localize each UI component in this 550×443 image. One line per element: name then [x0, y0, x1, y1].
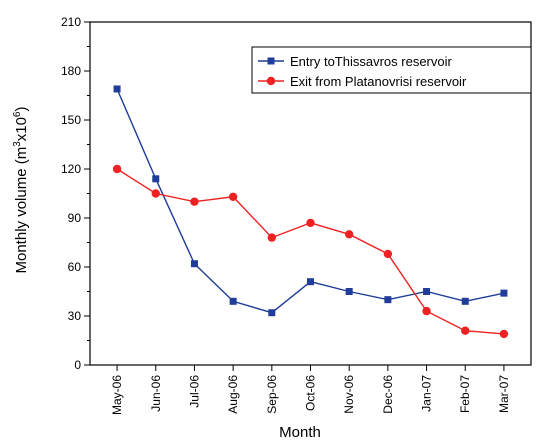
series-1-point	[461, 297, 469, 305]
y-tick-label: 180	[61, 64, 81, 78]
series-2-point	[190, 197, 199, 206]
x-tick-label: Jun-06	[149, 375, 163, 412]
y-axis-title-mid: x10	[13, 117, 30, 141]
series-2-point	[267, 233, 277, 242]
legend-marker-2	[266, 76, 276, 86]
series-1-point	[345, 288, 353, 295]
y-tick-label: 60	[68, 260, 82, 274]
series-line-2	[116, 168, 504, 335]
series-2-point	[151, 189, 160, 198]
series-2-point	[383, 249, 393, 259]
series-group	[112, 85, 509, 339]
x-tick-label: Feb-07	[458, 375, 472, 413]
legend-box	[251, 46, 532, 94]
y-tick-label: 30	[68, 309, 82, 323]
series-1-point	[113, 85, 121, 93]
x-axis-title: Month	[279, 424, 321, 441]
x-tick-label: Dec-06	[381, 375, 395, 414]
series-2-point	[499, 329, 509, 339]
y-axis-title-end: )	[13, 106, 30, 111]
legend-marker-1	[267, 57, 275, 65]
series-2-point	[228, 192, 238, 201]
series-2-point	[461, 326, 470, 335]
series-1-point	[384, 296, 392, 304]
y-axis-title-sup2: 6	[12, 111, 23, 117]
series-1-point	[268, 309, 276, 317]
x-tick-label: Sep-06	[265, 375, 279, 414]
x-tick-label: Oct-06	[304, 375, 318, 411]
series-2-point	[112, 164, 122, 174]
x-tick-label: Jul-06	[187, 375, 201, 408]
series-2-point	[422, 306, 431, 316]
x-tick-label: May-06	[110, 375, 124, 415]
y-tick-label: 120	[61, 162, 81, 176]
series-1-point	[500, 289, 508, 297]
x-tick-label: Nov-06	[342, 375, 356, 414]
y-tick-label: 0	[74, 358, 81, 372]
y-axis-title-sup1: 3	[12, 141, 23, 147]
x-tick-label: Aug-06	[226, 375, 240, 414]
y-axis-title-main: Monthly volume (m	[13, 147, 30, 274]
y-tick-label: 150	[61, 113, 81, 127]
y-ticks: 0 30 60 90 120 150 180 210	[61, 15, 90, 372]
y-tick-label: 90	[68, 211, 82, 225]
legend-label-1: Entry toThissavros reservoir	[290, 54, 452, 69]
legend: Entry toThissavros reservoir Exit from Pl…	[251, 46, 532, 94]
series-2-point	[344, 230, 354, 239]
series-1-point	[423, 288, 431, 295]
series-1-point	[152, 175, 160, 183]
x-ticks: May-06 Jun-06 Jul-06 Aug-06 Sep-06 Oct-06 Nov-…	[110, 365, 511, 415]
y-tick-label: 210	[61, 15, 81, 29]
y-axis-title: Monthly volume (m3x106)	[12, 106, 30, 273]
series-2-point	[306, 218, 315, 228]
x-tick-label: Mar-07	[497, 375, 511, 413]
series-1-point	[229, 297, 237, 305]
series-1-point	[190, 260, 198, 268]
series-1-point	[307, 278, 314, 286]
x-tick-label: Jan-07	[420, 375, 434, 412]
legend-label-2: Exit from Platanovrisi reservoir	[290, 74, 467, 89]
